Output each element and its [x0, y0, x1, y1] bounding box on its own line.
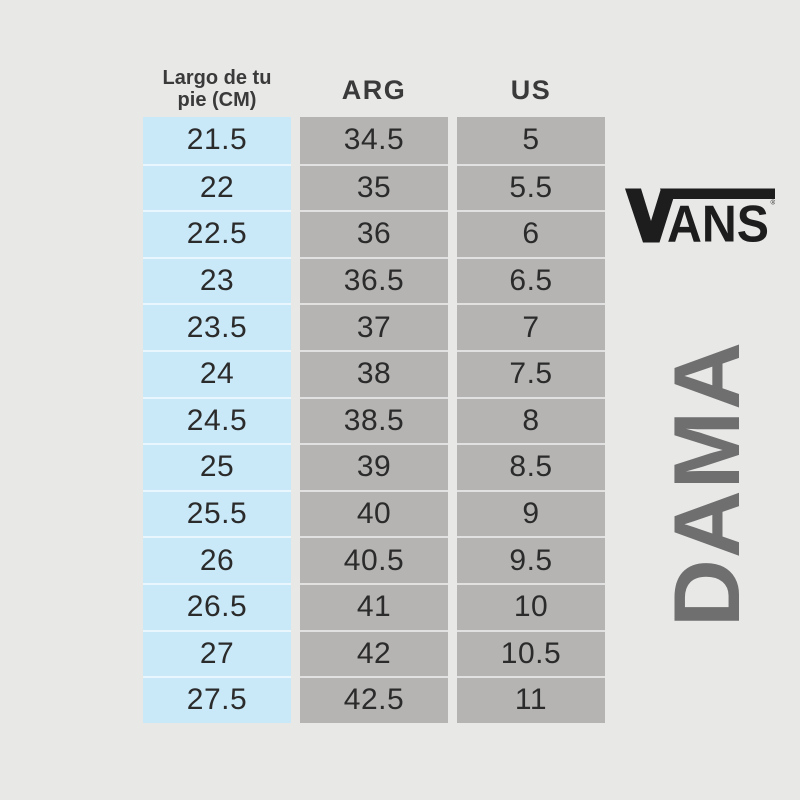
table-cell-cm: 25	[143, 443, 291, 490]
table-cell-cm: 27.5	[143, 676, 291, 723]
header-us: US	[510, 74, 552, 105]
table-cell-us: 6.5	[457, 256, 605, 304]
table-cell-cm: 26	[143, 536, 291, 583]
table-cell-cm: 21.5	[143, 117, 291, 164]
header-arg: ARG	[341, 74, 407, 105]
table-cell-us: 10.5	[457, 629, 605, 677]
table-cell-cm: 24.5	[143, 396, 291, 444]
table-cell-cm: 22	[143, 163, 291, 211]
table-cell-us: 7.5	[457, 349, 605, 397]
table-cell-cm: 25.5	[143, 489, 291, 537]
table-cell-arg: 42.5	[300, 676, 448, 723]
table-cell-arg: 36	[300, 210, 448, 257]
header-foot-length-cm: Largo de tu pie (CM)	[143, 63, 291, 117]
table-cell-cm: 27	[143, 629, 291, 677]
size-chart-table: Largo de tu pie (CM) ARG US 21.5 34.5 5 22 3…	[143, 63, 605, 723]
table-cell-us: 10	[457, 582, 605, 630]
table-cell-us: 8.5	[457, 443, 605, 490]
table-cell-arg: 40	[300, 489, 448, 537]
registered-trademark-icon: ®	[771, 199, 776, 207]
table-cell-us: 9.5	[457, 536, 605, 583]
table-cell-us: 6	[457, 210, 605, 257]
table-cell-cm: 23.5	[143, 303, 291, 350]
vans-logo: ANS ®	[625, 188, 775, 243]
table-cell-arg: 36.5	[300, 256, 448, 304]
table-cell-arg: 38.5	[300, 396, 448, 444]
header-foot-length-label: Largo de tu pie (CM)	[162, 67, 272, 111]
table-cell-arg: 41	[300, 582, 448, 630]
table-cell-arg: 38	[300, 349, 448, 397]
table-cell-cm: 24	[143, 349, 291, 397]
table-cell-arg: 40.5	[300, 536, 448, 583]
vans-v-shape	[625, 188, 677, 243]
table-cell-cm: 26.5	[143, 582, 291, 630]
table-cell-arg: 39	[300, 443, 448, 490]
vans-bar-shape	[660, 188, 775, 199]
table-cell-arg: 37	[300, 303, 448, 350]
vans-logo-letters: ANS	[667, 195, 769, 244]
table-cell-us: 5.5	[457, 163, 605, 211]
table-cell-cm: 22.5	[143, 210, 291, 257]
table-cell-us: 9	[457, 489, 605, 537]
table-cell-arg: 34.5	[300, 117, 448, 164]
table-cell-us: 8	[457, 396, 605, 444]
table-cell-cm: 23	[143, 256, 291, 304]
table-cell-us: 5	[457, 117, 605, 164]
table-cell-arg: 35	[300, 163, 448, 211]
table-cell-arg: 42	[300, 629, 448, 677]
dama-vertical-label: DAMA	[654, 341, 759, 627]
table-cell-us: 7	[457, 303, 605, 350]
table-cell-us: 11	[457, 676, 605, 723]
